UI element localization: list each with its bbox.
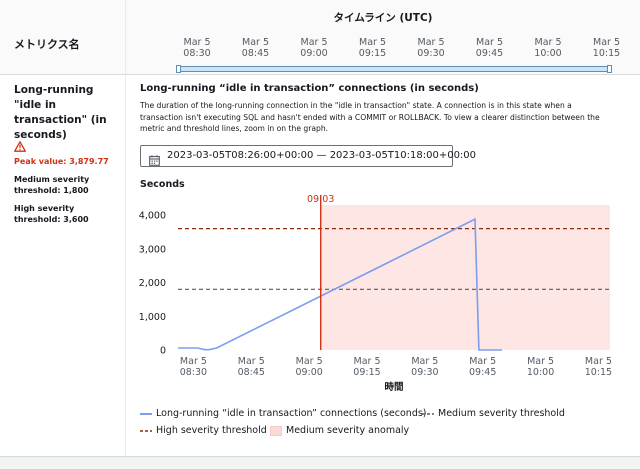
legend-series[interactable]: Long-running “idle in transaction” conne… [140,408,427,419]
legend-high-threshold[interactable]: High severity threshold [140,425,267,436]
x-tick-time: 08:30 [180,367,207,378]
chart-y-title: Seconds [140,179,185,190]
timeline-tick: Mar 5 09:15 [358,37,387,59]
x-tick-time: 09:45 [469,367,496,378]
timeline-tick: Mar 5 09:45 [475,37,504,59]
timeline-end-handle[interactable] [607,65,612,73]
x-axis-title: 時間 [384,381,403,393]
date-range-value: 2023-03-05T08:26:00+00:00 — 2023-03-05T1… [167,150,477,161]
timeline-title: タイムライン (UTC) [333,12,433,24]
timeline-range-bar[interactable] [178,66,610,72]
x-tick-time: 09:15 [353,367,380,378]
date-range-picker[interactable]: 2023-03-05T08:26:00+00:00 — 2023-03-05T1… [140,145,476,170]
timeline-start-handle[interactable] [176,65,181,73]
x-tick-date: Mar 5 [180,356,207,367]
legend-medium-threshold[interactable]: Medium severity threshold [422,408,565,419]
x-tick-time: 09:00 [295,367,322,378]
metrics-header-label: メトリクス名 [14,38,80,51]
x-tick-date: Mar 5 [354,356,381,367]
x-tick-date: Mar 5 [296,356,323,367]
legend-medium-threshold-label: Medium severity threshold [438,408,565,419]
x-tick-date: Mar 5 [411,356,438,367]
metrics-header: メトリクス名 [0,0,126,75]
legend-high-threshold-label: High severity threshold [156,425,267,436]
y-tick-label: 2,000 [139,278,166,289]
x-tick-date: Mar 5 [585,356,612,367]
timeline-tick: Mar 5 09:00 [300,37,328,59]
timeline-tick: Mar 5 10:00 [534,37,562,59]
y-tick-label: 4,000 [139,211,166,222]
x-tick-date: Mar 5 [469,356,496,367]
legend-series-label: Long-running “idle in transaction” conne… [156,408,427,419]
legend-anomaly[interactable]: Medium severity anomaly [270,425,409,436]
y-tick-label: 3,000 [139,244,166,255]
warning-icon [14,137,26,156]
chart-description: The duration of the long-running connect… [140,101,600,133]
chart-title: Long-running “idle in transaction” conne… [140,83,479,94]
y-tick-label: 0 [160,346,166,357]
anomaly-panel: メトリクス名 タイムライン (UTC) Mar 5 08:30 Mar 5 08:45… [0,0,640,457]
x-tick-time: 08:45 [238,367,265,378]
medium-threshold-value: Medium severity threshold: 1,800 [14,175,90,195]
timeline-tick: Mar 5 09:30 [417,37,445,59]
timeline-tick: Mar 5 08:45 [241,37,270,59]
peak-value: Peak value: 3,879.77 [14,157,109,166]
legend-anomaly-label: Medium severity anomaly [286,425,410,436]
anomaly-region [320,205,610,350]
x-tick-time: 10:00 [527,367,554,378]
timeline-header: タイムライン (UTC) Mar 5 08:30 Mar 5 08:45 Mar 5 09… [126,0,640,75]
timeline-tick: Mar 5 10:15 [592,37,621,59]
metric-summary: Long-running "idle in transaction" (in s… [0,75,126,456]
x-tick-date: Mar 5 [527,356,554,367]
x-tick-date: Mar 5 [238,356,265,367]
high-threshold-value: High severity threshold: 3,600 [14,204,89,224]
series-line [178,217,502,351]
calendar-icon [149,151,160,170]
x-tick-time: 10:15 [585,367,612,378]
x-tick-time: 09:30 [411,367,438,378]
y-tick-label: 1,000 [139,312,166,323]
metric-name: Long-running "idle in transaction" (in s… [14,84,107,141]
marker-label: 09:03 [307,194,334,205]
timeline-tick: Mar 5 08:30 [183,37,211,59]
